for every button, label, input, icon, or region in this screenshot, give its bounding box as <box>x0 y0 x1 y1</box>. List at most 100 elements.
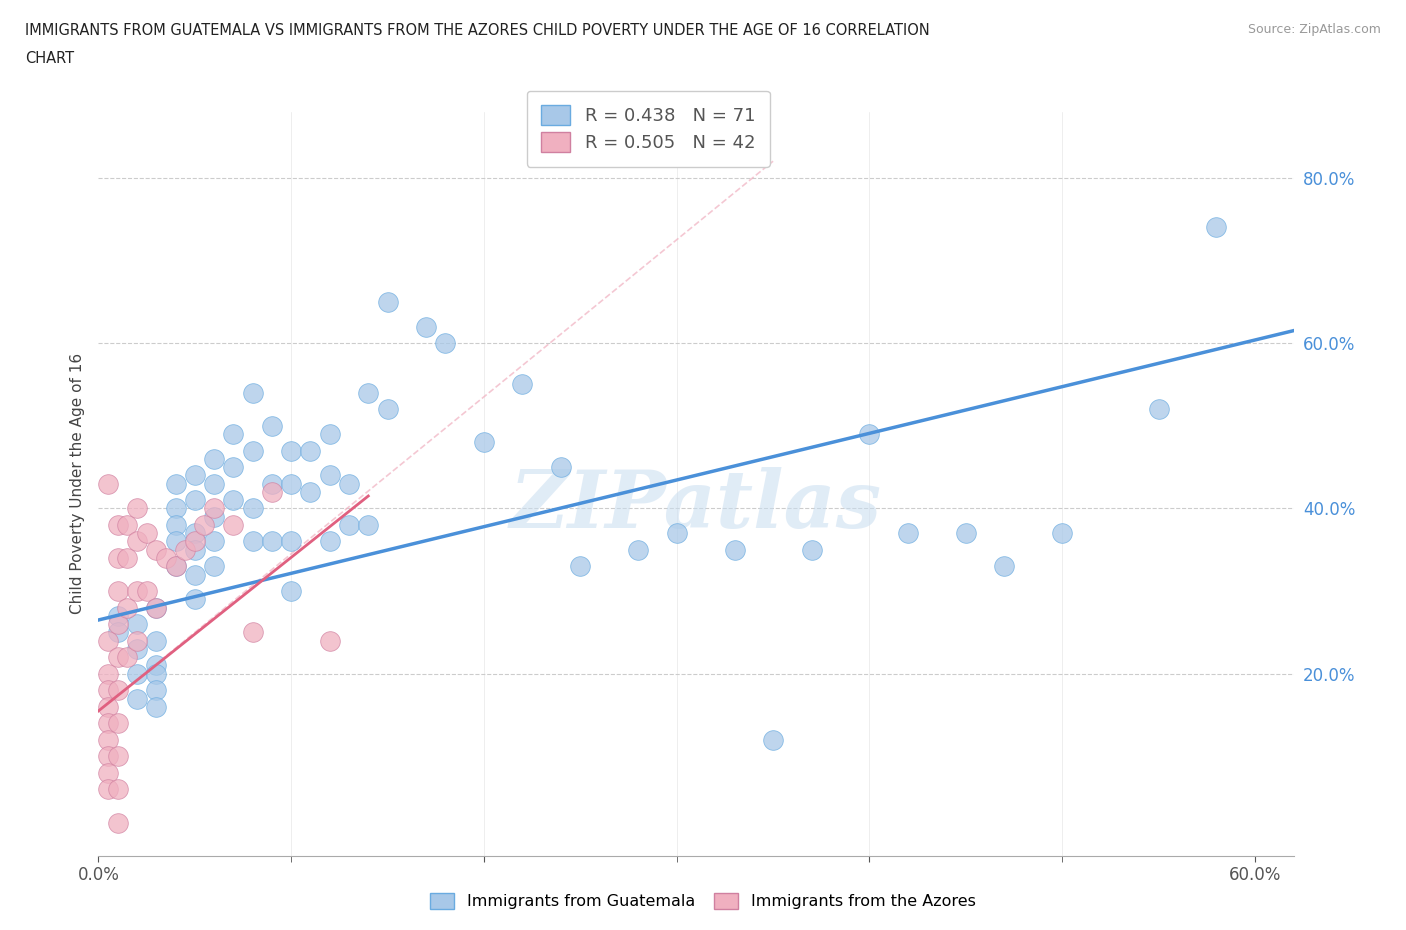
Point <box>280 584 302 599</box>
Point <box>202 476 225 491</box>
Text: CHART: CHART <box>25 51 75 66</box>
Point <box>97 476 120 491</box>
Point <box>117 517 139 532</box>
Point <box>145 666 167 681</box>
Y-axis label: Child Poverty Under the Age of 16: Child Poverty Under the Age of 16 <box>69 353 84 614</box>
Point <box>260 534 283 549</box>
Legend: Immigrants from Guatemala, Immigrants from the Azores: Immigrants from Guatemala, Immigrants fr… <box>422 885 984 917</box>
Point <box>107 716 129 731</box>
Legend: R = 0.438   N = 71, R = 0.505   N = 42: R = 0.438 N = 71, R = 0.505 N = 42 <box>527 91 769 166</box>
Point <box>125 617 148 631</box>
Point <box>242 443 264 458</box>
Point <box>125 501 148 516</box>
Point <box>280 534 302 549</box>
Point <box>415 319 437 334</box>
Point <box>184 493 207 508</box>
Point <box>184 542 207 557</box>
Point <box>97 633 120 648</box>
Point <box>174 542 197 557</box>
Point <box>117 600 139 615</box>
Point <box>107 584 129 599</box>
Point <box>135 584 157 599</box>
Point <box>184 468 207 483</box>
Point <box>1050 525 1073 540</box>
Point <box>337 476 360 491</box>
Point <box>319 427 342 442</box>
Text: IMMIGRANTS FROM GUATEMALA VS IMMIGRANTS FROM THE AZORES CHILD POVERTY UNDER THE : IMMIGRANTS FROM GUATEMALA VS IMMIGRANTS … <box>25 23 929 38</box>
Point <box>107 617 129 631</box>
Point <box>145 633 167 648</box>
Point <box>202 534 225 549</box>
Point <box>97 733 120 748</box>
Point <box>97 699 120 714</box>
Point <box>155 551 177 565</box>
Point <box>357 385 380 400</box>
Point <box>97 666 120 681</box>
Point <box>125 642 148 657</box>
Point <box>107 551 129 565</box>
Point <box>145 658 167 673</box>
Point <box>184 534 207 549</box>
Point <box>512 377 534 392</box>
Point <box>202 501 225 516</box>
Point <box>434 336 457 351</box>
Point <box>107 683 129 698</box>
Point <box>569 559 592 574</box>
Point <box>222 427 245 442</box>
Point <box>202 510 225 525</box>
Point <box>337 517 360 532</box>
Point <box>280 443 302 458</box>
Point <box>377 294 399 309</box>
Point <box>550 459 572 474</box>
Point <box>125 534 148 549</box>
Point <box>897 525 920 540</box>
Point <box>260 418 283 433</box>
Point <box>202 451 225 466</box>
Text: Source: ZipAtlas.com: Source: ZipAtlas.com <box>1247 23 1381 36</box>
Point <box>665 525 688 540</box>
Point <box>145 683 167 698</box>
Point <box>184 567 207 582</box>
Point <box>125 633 148 648</box>
Point <box>319 633 342 648</box>
Point <box>1147 402 1170 417</box>
Point <box>165 501 187 516</box>
Point <box>472 435 495 450</box>
Text: ZIPatlas: ZIPatlas <box>510 467 882 545</box>
Point <box>762 733 785 748</box>
Point <box>955 525 977 540</box>
Point <box>319 468 342 483</box>
Point <box>1205 219 1227 234</box>
Point <box>117 551 139 565</box>
Point <box>165 559 187 574</box>
Point <box>184 591 207 606</box>
Point <box>165 559 187 574</box>
Point <box>107 650 129 665</box>
Point <box>145 600 167 615</box>
Point <box>299 485 322 499</box>
Point <box>145 542 167 557</box>
Point <box>858 427 880 442</box>
Point <box>97 782 120 797</box>
Point <box>222 459 245 474</box>
Point <box>222 517 245 532</box>
Point <box>125 584 148 599</box>
Point <box>97 749 120 764</box>
Point <box>107 749 129 764</box>
Point <box>299 443 322 458</box>
Point <box>280 476 302 491</box>
Point <box>319 534 342 549</box>
Point <box>107 782 129 797</box>
Point <box>184 525 207 540</box>
Point <box>125 666 148 681</box>
Point <box>145 600 167 615</box>
Point <box>357 517 380 532</box>
Point <box>242 385 264 400</box>
Point <box>165 517 187 532</box>
Point <box>260 476 283 491</box>
Point <box>107 625 129 640</box>
Point <box>222 493 245 508</box>
Point <box>97 716 120 731</box>
Point <box>202 559 225 574</box>
Point <box>117 650 139 665</box>
